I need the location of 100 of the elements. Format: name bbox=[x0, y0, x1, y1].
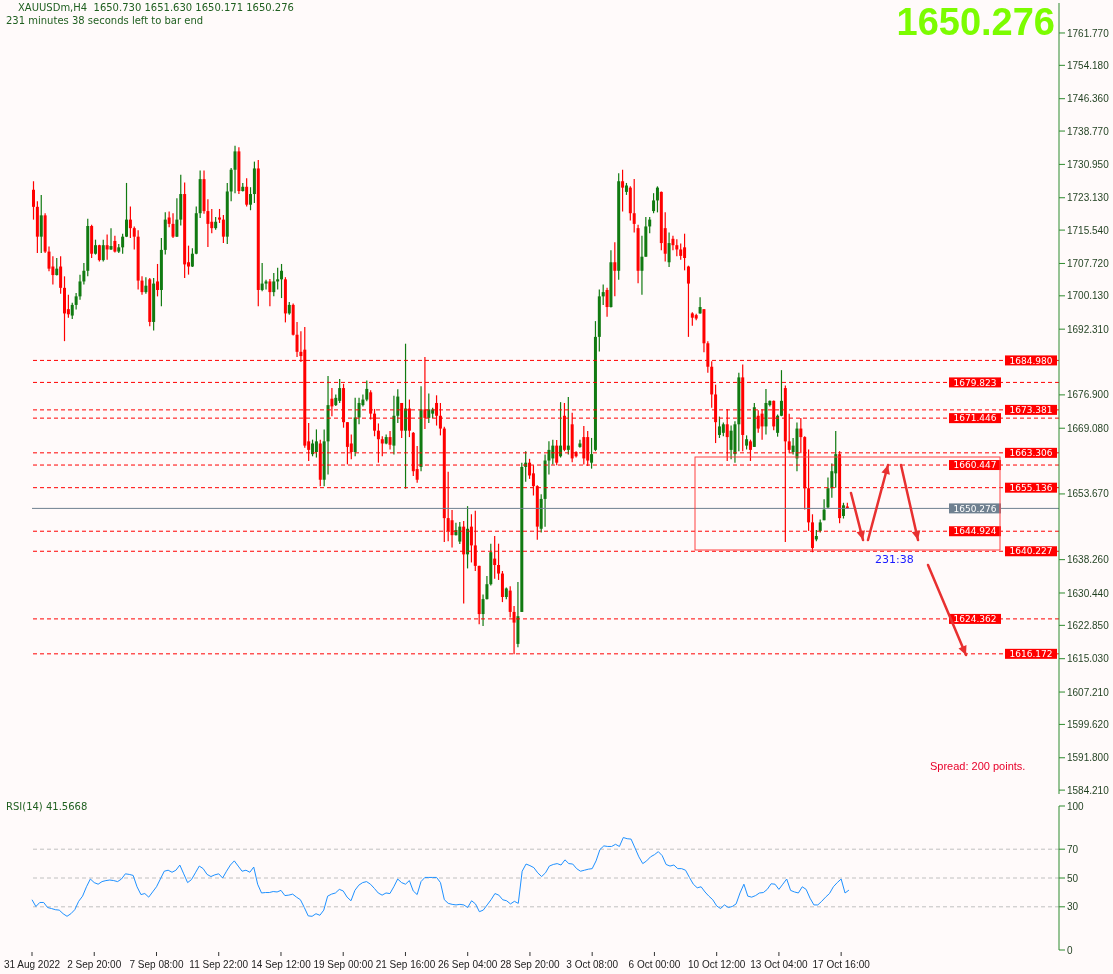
candlestick bbox=[655, 185, 659, 213]
chart-title: XAUUSDm,H4 1650.730 1651.630 1650.171 1650.276 bbox=[18, 2, 294, 13]
candlestick bbox=[764, 388, 768, 436]
y-tick-label: 1607.210 bbox=[1067, 686, 1110, 698]
y-tick-label: 1715.540 bbox=[1067, 224, 1110, 236]
x-tick-label: 3 Oct 08:00 bbox=[566, 959, 619, 970]
line-series bbox=[31, 837, 850, 917]
candlestick bbox=[667, 231, 671, 268]
candlestick bbox=[63, 275, 66, 342]
candlestick bbox=[272, 272, 276, 297]
ref-line-label: 1624.362 bbox=[953, 614, 997, 625]
ref-line-label: 1616.172 bbox=[1009, 649, 1053, 660]
candlestick bbox=[105, 233, 109, 261]
y-tick-label: 1622.850 bbox=[1067, 619, 1110, 631]
annotation: Spread: 200 points. bbox=[930, 760, 1026, 772]
candlestick bbox=[338, 378, 342, 404]
ref-line-label: 1663.306 bbox=[1009, 448, 1053, 459]
ref-line-label: 1673.381 bbox=[1009, 405, 1053, 416]
candlestick bbox=[125, 182, 129, 238]
candlestick bbox=[729, 424, 733, 460]
x-tick-label: 19 Sep 00:00 bbox=[313, 959, 374, 970]
candlestick bbox=[683, 233, 687, 271]
candlestick bbox=[365, 379, 369, 402]
candlestick bbox=[779, 369, 783, 417]
y-tick-label: 1738.770 bbox=[1067, 125, 1110, 137]
candlestick bbox=[245, 177, 249, 207]
ref-line-label: 1655.136 bbox=[1009, 482, 1053, 493]
x-tick-label: 2 Sep 20:00 bbox=[67, 959, 122, 970]
candlestick bbox=[458, 521, 462, 545]
y-tick-label: 1591.800 bbox=[1067, 752, 1110, 764]
y-tick-label: 1630.440 bbox=[1067, 587, 1110, 599]
x-tick-label: 6 Oct 00:00 bbox=[628, 959, 681, 970]
candlestick bbox=[264, 279, 268, 291]
y-tick-label: 1746.360 bbox=[1067, 93, 1110, 105]
ref-line-label: 1644.924 bbox=[953, 526, 997, 537]
candlestick bbox=[101, 239, 105, 263]
y-tick-label: 1754.180 bbox=[1067, 59, 1110, 71]
annotation: 231:38 bbox=[875, 553, 914, 566]
candlestick bbox=[156, 263, 160, 297]
text: 231 minutes 38 seconds left to bar end bbox=[6, 15, 204, 26]
y-tick-label: 1653.670 bbox=[1067, 488, 1110, 500]
x-tick-label: 14 Sep 12:00 bbox=[251, 959, 312, 970]
candlestick bbox=[280, 263, 284, 299]
y-tick-label: 1638.260 bbox=[1067, 554, 1110, 566]
candlestick bbox=[218, 208, 222, 224]
x-tick-label: 17 Oct 16:00 bbox=[812, 959, 871, 970]
candlestick bbox=[94, 239, 98, 256]
annotation: 1650.276 bbox=[896, 0, 1055, 44]
ref-line-label: 1679.823 bbox=[953, 377, 997, 388]
candlestick bbox=[260, 262, 264, 292]
candlestick bbox=[276, 267, 280, 291]
candlestick bbox=[171, 212, 175, 239]
x-tick-label: 13 Oct 04:00 bbox=[750, 959, 808, 970]
candlestick bbox=[233, 145, 237, 194]
candlestick bbox=[249, 186, 253, 211]
ref-line-label: 1684.980 bbox=[1009, 355, 1053, 366]
candlestick bbox=[121, 233, 125, 255]
candlestick bbox=[605, 287, 609, 318]
ref-line-label: 1660.447 bbox=[953, 460, 997, 471]
candlestick bbox=[500, 570, 504, 603]
chart-title: RSI(14) 41.5668 bbox=[6, 801, 88, 812]
y-tick-label: 1723.130 bbox=[1067, 192, 1110, 204]
y-tick-label: 1707.720 bbox=[1067, 258, 1110, 269]
y-tick-label: 1692.310 bbox=[1067, 323, 1110, 335]
y-tick-label: 1599.620 bbox=[1067, 718, 1110, 730]
candlestick bbox=[566, 396, 570, 456]
y-tick-label: 1615.030 bbox=[1067, 653, 1110, 665]
ref-line-label: 1650.276 bbox=[953, 503, 997, 514]
ref-line-label: 1671.446 bbox=[953, 413, 997, 424]
y-tick-label: 1761.770 bbox=[1067, 27, 1110, 39]
candlestick bbox=[686, 265, 690, 338]
x-tick-label: 31 Aug 2022 bbox=[3, 959, 61, 970]
candlestick bbox=[590, 437, 594, 470]
y-tick-label: 1584.210 bbox=[1067, 784, 1110, 796]
candlestick bbox=[128, 205, 132, 239]
y-tick-label: 50 bbox=[1067, 872, 1079, 884]
candlestick bbox=[613, 241, 617, 297]
candlestick bbox=[175, 197, 179, 238]
candlestick bbox=[314, 428, 318, 459]
y-tick-label: 100 bbox=[1067, 800, 1085, 812]
x-tick-label: 21 Sep 16:00 bbox=[375, 959, 436, 970]
candlestick bbox=[698, 296, 702, 315]
candlestick bbox=[601, 283, 605, 306]
candlestick bbox=[59, 255, 63, 295]
y-tick-label: 70 bbox=[1067, 843, 1079, 855]
y-tick-label: 30 bbox=[1067, 901, 1079, 913]
candlestick bbox=[621, 169, 625, 213]
y-tick-label: 1700.130 bbox=[1067, 290, 1110, 302]
candlestick bbox=[388, 430, 392, 451]
candlestick bbox=[652, 192, 656, 214]
candlestick bbox=[144, 276, 148, 295]
x-tick-label: 11 Sep 22:00 bbox=[189, 959, 249, 970]
candlestick bbox=[632, 178, 636, 234]
x-tick-label: 7 Sep 08:00 bbox=[129, 959, 184, 970]
candlestick bbox=[109, 227, 113, 251]
y-tick-label: 1676.900 bbox=[1067, 389, 1110, 401]
candlestick bbox=[268, 278, 272, 307]
candlestick bbox=[221, 214, 225, 244]
y-tick-label: 1730.950 bbox=[1067, 158, 1110, 170]
y-tick-label: 1669.080 bbox=[1067, 422, 1110, 434]
